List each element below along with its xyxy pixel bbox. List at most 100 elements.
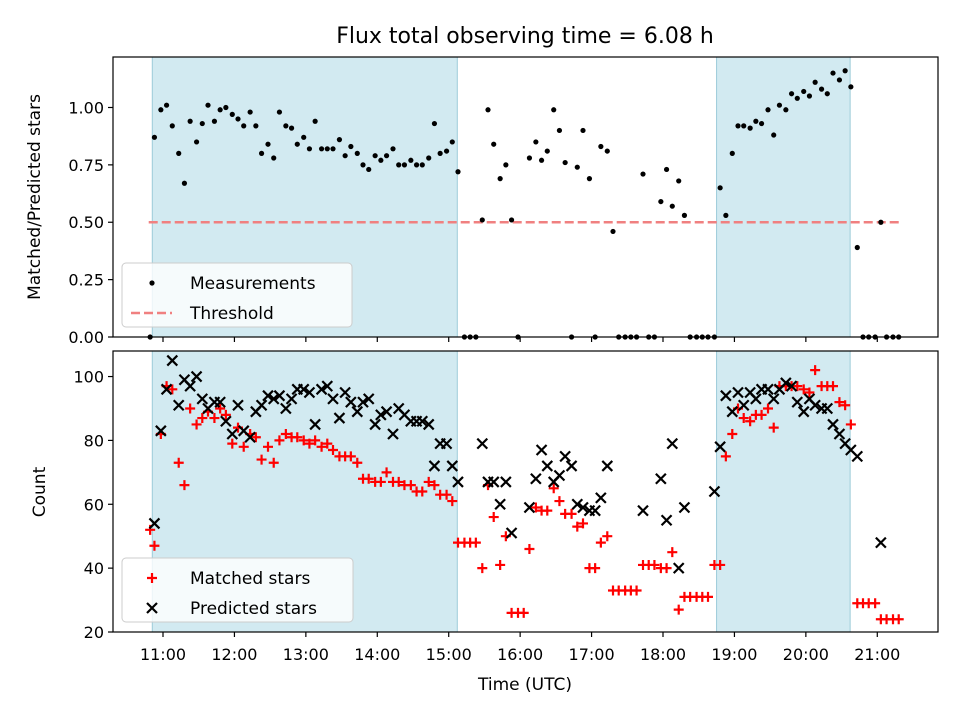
matched-star-point: [720, 451, 731, 462]
measurement-point: [235, 116, 241, 122]
y-tick-label: 1.00: [68, 98, 104, 117]
measurement-point: [294, 141, 300, 147]
x-tick-label: 15:00: [426, 645, 472, 664]
legend-label: Threshold: [189, 304, 274, 324]
matched-star-point: [363, 473, 374, 484]
top-panel: Matched/Predicted stars 0.00 0.25 0.50 0.75…: [25, 56, 939, 347]
predicted-star-point: [255, 399, 268, 412]
legend[interactable]: Measurements Threshold: [121, 262, 353, 328]
measurement-point: [676, 178, 682, 184]
measurement-point: [640, 171, 646, 177]
measurement-point: [574, 164, 580, 170]
measurement-point: [556, 127, 563, 134]
matched-star-point: [381, 467, 392, 478]
legend[interactable]: Matched stars Predicted stars: [121, 557, 354, 623]
series-group: [145, 354, 904, 625]
y-tick-label: 0.00: [68, 328, 104, 347]
matched-star-point: [250, 432, 261, 443]
y-tick-label: 0.50: [68, 213, 104, 232]
matched-star-point: [179, 480, 190, 491]
predicted-star-point: [797, 405, 810, 418]
matched-star-point: [530, 502, 541, 513]
predicted-star-point: [827, 418, 839, 431]
measurement-point: [723, 212, 729, 218]
measurement-point: [205, 102, 211, 108]
predicted-star-point: [589, 504, 601, 517]
predicted-star-point: [565, 460, 578, 472]
matched-star-point: [238, 441, 249, 452]
predicted-star-point: [678, 501, 691, 514]
measurement-point: [163, 102, 170, 108]
predicted-star-point: [660, 514, 673, 527]
axes-frame: [112, 56, 939, 338]
measurement-point: [526, 155, 533, 161]
measurement-point: [223, 104, 229, 111]
measurement-point: [503, 162, 509, 168]
predicted-star-point: [571, 498, 584, 511]
predicted-star-point: [791, 396, 804, 408]
predicted-star-point: [214, 396, 226, 408]
y-tick-label: 0.25: [68, 271, 104, 290]
measurement-point: [562, 159, 568, 166]
measurement-point: [253, 123, 259, 129]
measurement-point: [229, 111, 235, 117]
measurement-point: [390, 146, 396, 152]
y-tick-label: 60: [84, 495, 104, 514]
matched-star-point: [631, 585, 642, 596]
predicted-star-point: [166, 354, 179, 367]
matched-star-point: [316, 441, 327, 452]
matched-star-point: [417, 486, 428, 497]
predicted-star-point: [440, 437, 453, 450]
measurement-point: [753, 118, 759, 124]
matched-star-point: [393, 476, 404, 487]
legend-label: Matched stars: [190, 569, 310, 589]
x-tick-label: 13:00: [283, 645, 329, 664]
predicted-star-point: [315, 383, 328, 396]
top-ylabel: Matched/Predicted stars: [25, 94, 45, 300]
measurement-point: [485, 107, 491, 113]
measurement-point: [741, 123, 747, 129]
measurement-point: [842, 68, 848, 74]
predicted-star-point: [577, 501, 589, 514]
predicted-star-point: [732, 386, 744, 399]
matched-star-point: [834, 397, 845, 408]
measurement-point: [360, 162, 366, 168]
measurement-point: [824, 91, 830, 97]
predicted-star-point: [184, 380, 196, 392]
measurement-point: [383, 153, 390, 159]
matched-star-point: [185, 403, 196, 414]
predicted-star-point: [333, 412, 346, 424]
predicted-star-point: [535, 444, 548, 456]
predicted-star-point: [416, 415, 429, 428]
matched-star-point: [602, 531, 613, 542]
matched-star-point: [215, 403, 226, 414]
predicted-star-point: [505, 527, 518, 539]
matched-star-point: [328, 444, 338, 455]
measurement-point: [538, 157, 545, 163]
measurement-point: [151, 134, 158, 140]
measurement-point: [765, 107, 771, 113]
measurement-point: [342, 153, 348, 159]
measurement-point: [265, 141, 271, 147]
matched-star-point: [649, 559, 660, 570]
legend-box: [121, 557, 354, 623]
predicted-star-point: [821, 402, 834, 415]
measurement-point: [586, 176, 593, 182]
matched-star-point: [263, 441, 273, 452]
predicted-star-point: [809, 399, 821, 412]
measurement-point: [854, 244, 860, 251]
matched-star-point: [518, 607, 529, 618]
matched-star-point: [554, 496, 565, 507]
measurement-point: [312, 118, 318, 124]
matched-star-point: [566, 508, 577, 519]
measurement-point: [610, 228, 616, 235]
predicted-star-point: [345, 396, 357, 408]
measurement-point: [729, 150, 735, 156]
x-tick-label: 21:00: [854, 645, 900, 664]
measurement-point: [271, 155, 277, 161]
predicted-star-point: [780, 377, 792, 389]
predicted-star-point: [851, 450, 864, 463]
predicted-star-point: [553, 469, 566, 482]
shaded-interval: [716, 56, 851, 338]
